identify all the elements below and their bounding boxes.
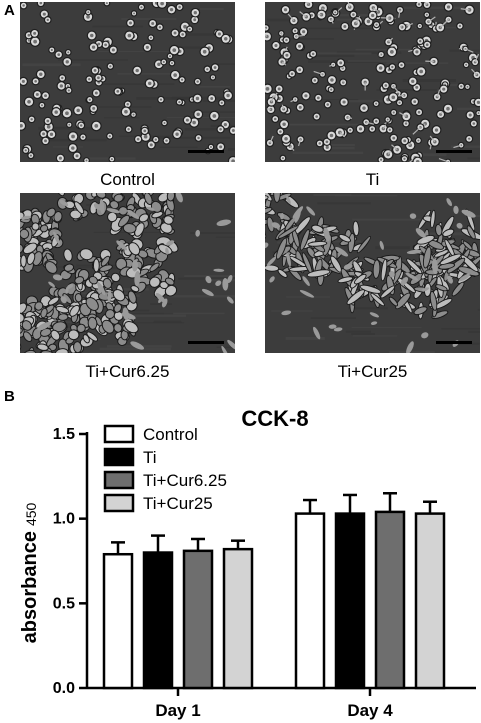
bar-ti-day-1 — [142, 551, 174, 690]
legend-label: Ti — [143, 448, 157, 467]
y-tick-label: 1.5 — [53, 426, 75, 443]
y-tick-label: 0.0 — [53, 680, 75, 697]
scale-bar — [436, 341, 472, 344]
legend-swatch — [103, 493, 135, 513]
cck8-bar-chart: CCK-8 absorbance450 0.0 0.5 1.0 1.5 Day 1 Day… — [19, 406, 476, 720]
micrograph-ti-cur25 — [265, 193, 480, 353]
legend-label: Ti+Cur25 — [143, 494, 213, 513]
y-axis-label: absorbance450 — [19, 502, 41, 643]
panel-b-label: B — [4, 388, 15, 405]
x-tick-label: Day 1 — [155, 701, 200, 720]
y-tick-label: 1.0 — [53, 511, 75, 528]
micrograph-ti-cur6-25 — [20, 193, 235, 353]
chart-title: CCK-8 — [241, 406, 308, 431]
panel-a-label: A — [4, 2, 15, 19]
legend-swatch — [103, 424, 135, 444]
micrograph-ti — [265, 2, 480, 162]
scale-bar — [188, 150, 224, 153]
micrograph-control — [20, 2, 235, 162]
scale-bar — [436, 150, 472, 153]
scale-bar — [188, 341, 224, 344]
bar-ti-cur25-day-1 — [222, 547, 254, 690]
bar-ti-cur25-day-4 — [414, 512, 446, 690]
bar-ti-cur6-25-day-4 — [374, 510, 406, 690]
legend-label: Control — [143, 425, 198, 444]
micrograph-caption-ti: Ti — [365, 170, 380, 189]
bar-control-day-1 — [102, 552, 134, 690]
micrograph-caption-ti-cur6-25: Ti+Cur6.25 — [85, 362, 170, 381]
y-tick-label: 0.5 — [53, 595, 75, 612]
legend-label: Ti+Cur6.25 — [143, 471, 227, 490]
legend-swatch — [103, 447, 135, 467]
x-tick-label: Day 4 — [347, 701, 393, 720]
micrograph-caption-ti-cur25: Ti+Cur25 — [337, 362, 408, 381]
legend-swatch — [103, 470, 135, 490]
micrograph-caption-control: Control — [100, 170, 155, 189]
bar-control-day-4 — [294, 512, 326, 690]
bar-ti-day-4 — [334, 512, 366, 690]
bar-ti-cur6-25-day-1 — [182, 549, 214, 690]
